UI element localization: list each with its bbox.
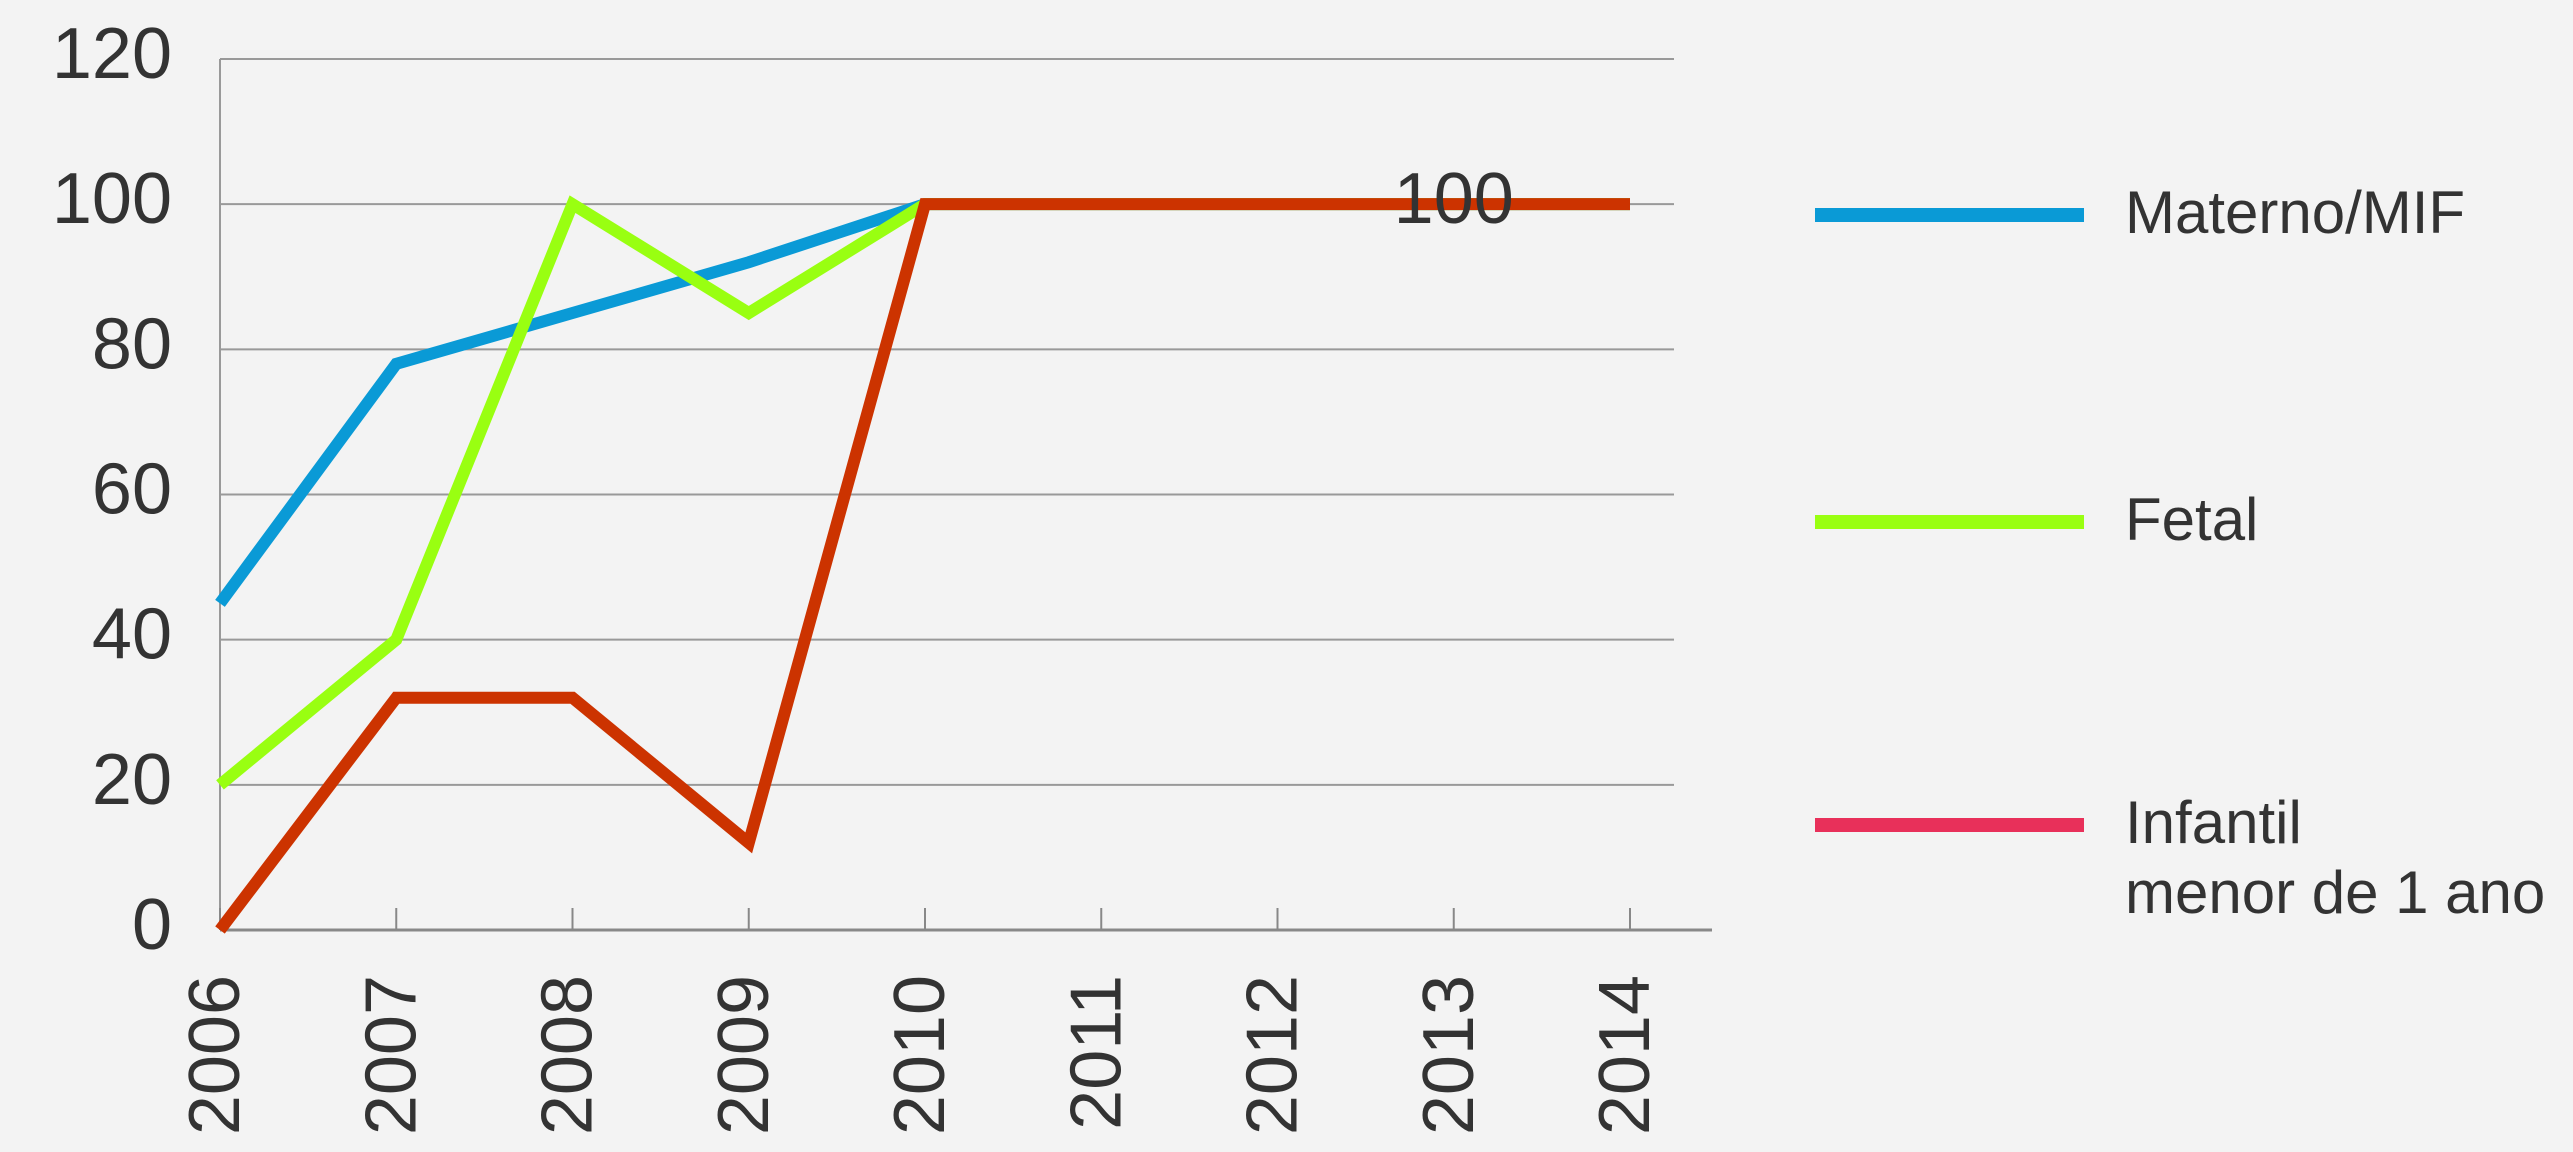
chart: 0 20 40 60 80 100 120 2006 2007 2008 2009 2010 2011 2… [0, 0, 2573, 1152]
x-tick-label: 2013 [1409, 975, 1489, 1135]
y-tick-label: 20 [92, 740, 172, 820]
x-tick-label: 2009 [704, 975, 784, 1135]
legend-label: Infantil menor de 1 ano [2125, 788, 2545, 928]
y-tick-label: 0 [132, 885, 172, 965]
legend-label: Fetal [2125, 485, 2258, 555]
x-tick-label: 2012 [1233, 975, 1313, 1135]
legend-label: Materno/MIF [2125, 178, 2465, 248]
x-tick-label: 2006 [175, 975, 255, 1135]
slide: 0 20 40 60 80 100 120 2006 2007 2008 2009 2010 2011 2… [0, 0, 2573, 1152]
x-tick-label: 2010 [880, 975, 960, 1135]
y-tick-label: 120 [52, 14, 172, 94]
y-tick-label: 100 [52, 159, 172, 239]
y-tick-label: 40 [92, 595, 172, 675]
x-tick-label: 2007 [351, 975, 431, 1135]
x-tick-label: 2014 [1585, 975, 1665, 1135]
x-tick-label: 2008 [528, 975, 608, 1135]
data-label: 100 [1394, 159, 1514, 239]
y-tick-label: 80 [92, 304, 172, 384]
y-tick-label: 60 [92, 450, 172, 530]
x-tick-label: 2011 [1056, 975, 1136, 1130]
